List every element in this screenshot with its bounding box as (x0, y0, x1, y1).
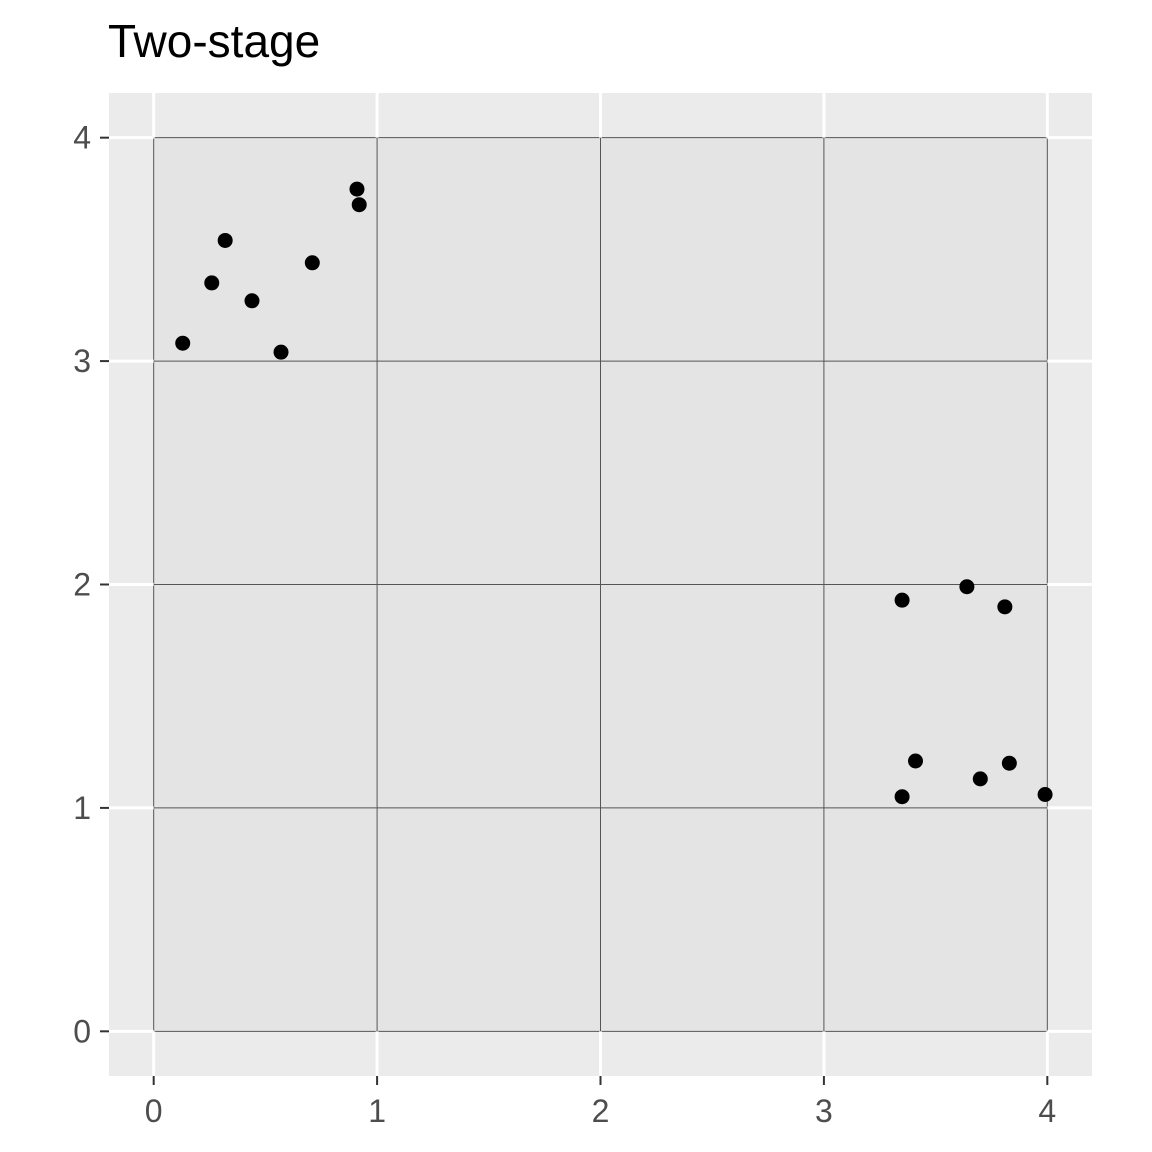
y-tick-label: 0 (73, 1013, 91, 1049)
data-point (894, 789, 910, 805)
x-tick-label: 2 (592, 1093, 610, 1129)
x-tick-label: 4 (1038, 1093, 1056, 1129)
x-tick-label: 3 (815, 1093, 833, 1129)
data-point (273, 344, 289, 360)
y-tick-label: 1 (73, 790, 91, 826)
data-point (959, 579, 975, 595)
data-point (304, 255, 320, 271)
data-point (894, 592, 910, 608)
x-tick-label: 0 (145, 1093, 163, 1129)
data-point (349, 181, 365, 197)
data-point (351, 197, 367, 213)
data-point (908, 753, 924, 769)
y-tick-label: 2 (73, 567, 91, 603)
chart-title: Two-stage (108, 15, 321, 67)
data-point (244, 293, 260, 309)
data-point (972, 771, 988, 787)
data-point (1001, 755, 1017, 771)
y-tick-label: 4 (73, 120, 91, 156)
data-point (1037, 787, 1053, 803)
y-tick-label: 3 (73, 343, 91, 379)
data-point (204, 275, 220, 291)
data-point (997, 599, 1013, 615)
x-tick-label: 1 (368, 1093, 386, 1129)
data-point (175, 335, 191, 351)
data-point (217, 232, 233, 248)
